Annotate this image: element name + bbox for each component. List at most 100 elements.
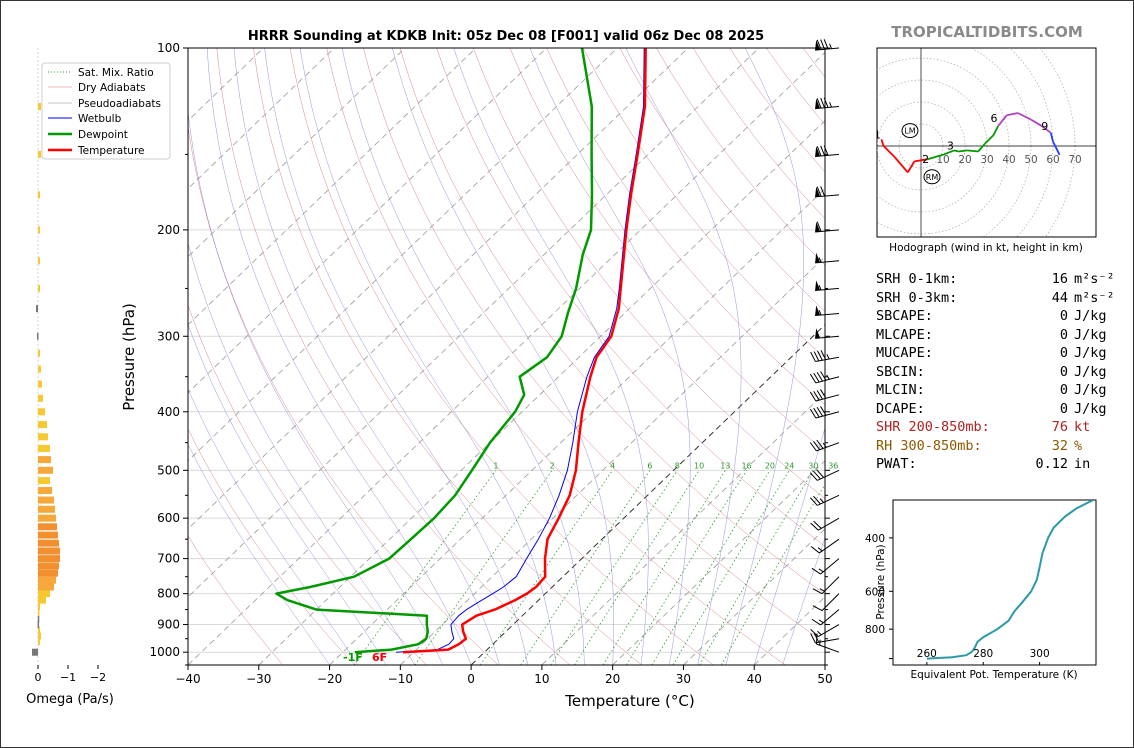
wind-barb-pennant [815, 98, 821, 109]
thetae-y-tick-label: 800 [865, 624, 885, 636]
moist-adiabat [206, 48, 472, 665]
wind-barb-flag [820, 97, 826, 109]
omega-bar [38, 477, 50, 485]
hodograph-segment [893, 156, 909, 173]
thetae-x-tick-label: 300 [1030, 648, 1050, 660]
y-tick-label: 100 [157, 41, 180, 55]
wind-barb-flag [813, 520, 822, 529]
hodograph-segment [1049, 132, 1054, 142]
hodograph-height-label: 6 [991, 112, 998, 125]
stats-value: 0 [1059, 363, 1068, 380]
wind-barb-flag [810, 522, 819, 531]
wind-barb-flag [813, 495, 821, 505]
wind-barb-staff [815, 638, 840, 644]
moist-adiabat [753, 427, 825, 665]
x-tick-label: −30 [246, 672, 271, 686]
moist-adiabat [188, 109, 444, 665]
omega-bar [38, 583, 54, 591]
omega-tick-label: −1 [60, 671, 76, 684]
stats-unit: kt [1074, 419, 1091, 435]
mixing-ratio-line [520, 470, 651, 665]
stats-unit: J/kg [1074, 345, 1107, 361]
storm-motion-marker [923, 169, 941, 185]
dry-adiabat [363, 48, 825, 644]
wind-barb-halfflag [829, 102, 832, 108]
wind-barb [809, 371, 840, 384]
wind-barb-pennant [815, 252, 821, 263]
legend-item-dewpoint: Dewpoint [78, 129, 128, 141]
wind-barb-flag [816, 221, 822, 232]
legend: Sat. Mix. Ratio Dry Adiabats Pseudoadiab… [41, 62, 171, 160]
mixing-ratio-line [699, 470, 814, 665]
moist-adiabat [233, 48, 500, 665]
skewt-profiles [275, 48, 647, 654]
hodograph-segment [997, 114, 1008, 127]
wind-barb [809, 439, 840, 452]
stats-value: 44 [1051, 289, 1068, 306]
wind-barb-flag [812, 605, 823, 612]
isotherm-line [329, 188, 825, 665]
stats-unit: J/kg [1074, 363, 1107, 380]
stats-panel: SRH 0-1km: 16 m²s⁻² SRH 0-3km: 44 m²s⁻² SBCAPE… [876, 270, 1115, 474]
wind-barb [815, 186, 840, 198]
stats-unit: J/kg [1074, 308, 1107, 324]
hodograph-height-label: 3 [947, 140, 954, 153]
brand-watermark: TROPICALTIDBITS.COM [891, 23, 1083, 41]
moist-adiabat [529, 48, 691, 665]
moist-adiabat [188, 443, 330, 665]
stats-value: 16 [1051, 271, 1068, 287]
omega-bar [38, 514, 56, 522]
wind-barb-flag [820, 186, 826, 197]
wind-barb-halfflag [818, 309, 822, 316]
wind-barb-staff [821, 593, 840, 611]
mixing-ratio-label: 13 [720, 461, 730, 470]
chart-title: HRRR Sounding at KDKB Init: 05z Dec 08 [… [248, 29, 764, 44]
mixing-ratio-label: 30 [808, 461, 818, 470]
stats-unit: % [1074, 437, 1083, 454]
wind-barb-flag [813, 351, 820, 362]
stats-row: MLCIN: 0 J/kg [876, 381, 1107, 400]
dry-adiabat [188, 535, 284, 665]
isotherm-line [188, 48, 760, 598]
wind-barb-flag [816, 98, 822, 109]
wind-barb-halfflag [826, 374, 830, 380]
mixing-ratio-label: 36 [828, 461, 838, 470]
isotherm-line [188, 51, 825, 665]
dry-adiabat [188, 304, 427, 665]
omega-tick-label: −2 [90, 671, 106, 684]
y-tick-label: 500 [157, 463, 180, 477]
omega-bar [37, 621, 40, 629]
hodograph-segment [967, 149, 979, 153]
wind-barb-flag [810, 351, 816, 362]
x-tick-label: −40 [175, 672, 200, 686]
skewt-axes: −40 −30 −20 −10 0 10 20 30 40 50 100 200 300 400 500 60… [149, 41, 832, 686]
wind-barb-flag [820, 371, 827, 381]
thetae-frame [892, 499, 1097, 666]
stats-value: 0 [1059, 345, 1068, 361]
stats-label: MLCAPE: [876, 326, 933, 343]
omega-bar [38, 150, 41, 158]
stats-label: SBCIN: [876, 363, 925, 380]
hodograph-segment [984, 134, 995, 145]
mixing-ratio-line [550, 470, 678, 665]
stats-row: SBCIN: 0 J/kg [876, 363, 1107, 382]
thetae-line [926, 500, 1094, 660]
omega-bar [38, 456, 51, 464]
dewpoint-line [275, 48, 594, 654]
hodograph-ring-label: 40 [1002, 154, 1015, 166]
wind-barb-flag [815, 633, 818, 645]
omega-tick-label: 0 [35, 671, 42, 684]
hodograph-segment [1006, 112, 1018, 117]
mixing-ratio-line [721, 483, 825, 665]
wind-barb-flag [811, 567, 821, 575]
wind-barb-staff [816, 643, 840, 653]
dry-adiabat [399, 48, 825, 595]
omega-bar [38, 408, 45, 416]
omega-bar [38, 433, 48, 441]
stats-row: SBCAPE: 0 J/kg [876, 307, 1107, 326]
hodograph-caption: Hodograph (wind in kt, height in km) [889, 242, 1083, 254]
isotherm-line [188, 48, 406, 258]
storm-motion-label: RM [926, 173, 939, 182]
wind-barb-flag [809, 472, 818, 481]
stats-row: SRH 0-3km: 44 m²s⁻² [876, 289, 1115, 308]
